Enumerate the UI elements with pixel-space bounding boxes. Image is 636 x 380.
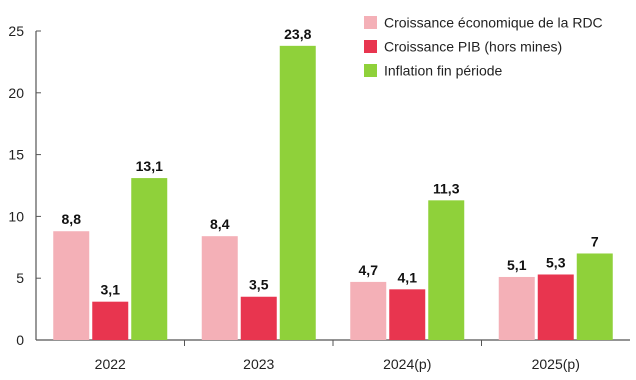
bar	[350, 281, 387, 340]
data-label: 23,8	[284, 26, 311, 42]
bar	[498, 276, 535, 340]
x-tick-label: 2022	[95, 356, 126, 372]
data-label: 7	[591, 233, 599, 249]
data-label: 8,8	[62, 211, 82, 227]
data-label: 4,7	[359, 262, 379, 278]
bar	[428, 200, 465, 340]
legend-label: Croissance PIB (hors mines)	[384, 39, 562, 55]
bar	[279, 45, 316, 340]
bar	[53, 231, 90, 340]
data-label: 3,5	[249, 277, 269, 293]
data-label: 4,1	[398, 269, 418, 285]
legend-swatch	[364, 40, 377, 53]
legend: Croissance économique de la RDC Croissanc…	[364, 15, 603, 79]
data-label: 5,1	[507, 257, 527, 273]
y-tick-label: 20	[8, 85, 24, 101]
legend-swatch	[364, 64, 377, 77]
x-tick-label: 2023	[243, 356, 274, 372]
bar	[537, 274, 574, 340]
y-tick-label: 10	[8, 208, 24, 224]
data-labels: 8,8 3,1 13,1 8,4 3,5 23,8 4,7 4,1 11,3 5,1 5,3 7	[62, 26, 599, 298]
x-tick-label: 2024(p)	[383, 356, 431, 372]
bar	[92, 301, 129, 340]
data-label: 13,1	[136, 158, 163, 174]
legend-swatch	[364, 16, 377, 29]
y-tick-label: 5	[16, 270, 24, 286]
x-axis: 2022 2023 2024(p) 2025(p)	[36, 339, 630, 372]
bars	[53, 45, 613, 340]
bar	[240, 296, 277, 340]
bar	[389, 289, 426, 340]
data-label: 5,3	[546, 254, 566, 270]
data-label: 11,3	[433, 180, 460, 196]
bar	[201, 236, 238, 340]
y-tick-label: 25	[8, 23, 24, 39]
x-tick-label: 2025(p)	[532, 356, 580, 372]
y-tick-label: 0	[16, 332, 24, 348]
y-tick-label: 15	[8, 147, 24, 163]
data-label: 8,4	[210, 216, 230, 232]
legend-label: Croissance économique de la RDC	[384, 15, 603, 31]
data-label: 3,1	[101, 282, 121, 298]
y-axis: 0 5 10 15 20 25	[8, 23, 41, 348]
bar	[131, 178, 168, 340]
bar	[576, 253, 613, 340]
legend-label: Inflation fin période	[384, 63, 503, 79]
